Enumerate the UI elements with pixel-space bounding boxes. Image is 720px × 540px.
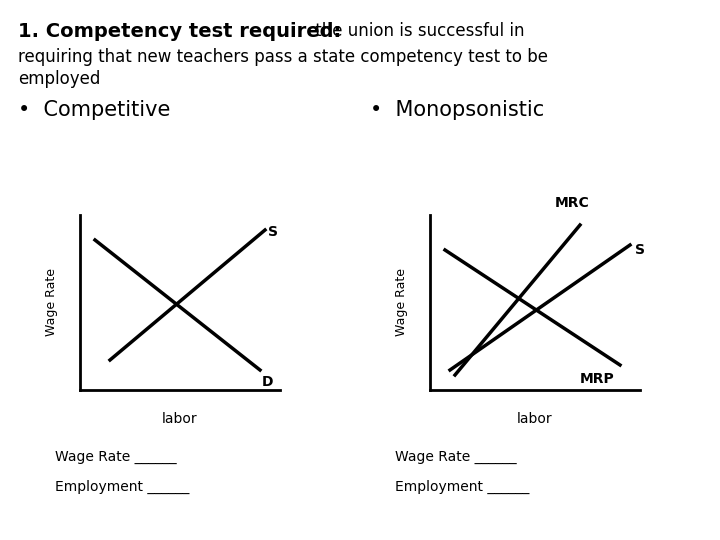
Text: employed: employed	[18, 70, 100, 88]
Text: Wage Rate: Wage Rate	[45, 268, 58, 336]
Text: MRC: MRC	[555, 196, 590, 210]
Text: 1. Competency test required:: 1. Competency test required:	[18, 22, 341, 41]
Text: requiring that new teachers pass a state competency test to be: requiring that new teachers pass a state…	[18, 48, 548, 66]
Text: labor: labor	[517, 412, 553, 426]
Text: S: S	[268, 225, 278, 239]
Text: Employment ______: Employment ______	[55, 480, 189, 494]
Text: D: D	[262, 375, 274, 389]
Text: the union is successful in: the union is successful in	[310, 22, 524, 40]
Text: Wage Rate ______: Wage Rate ______	[395, 450, 517, 464]
Text: Wage Rate ______: Wage Rate ______	[55, 450, 176, 464]
Text: Employment ______: Employment ______	[395, 480, 529, 494]
Text: Wage Rate: Wage Rate	[395, 268, 408, 336]
Text: labor: labor	[162, 412, 198, 426]
Text: S: S	[635, 243, 645, 257]
Text: MRP: MRP	[580, 372, 615, 386]
Text: •  Competitive: • Competitive	[18, 100, 171, 120]
Text: •  Monopsonistic: • Monopsonistic	[370, 100, 544, 120]
